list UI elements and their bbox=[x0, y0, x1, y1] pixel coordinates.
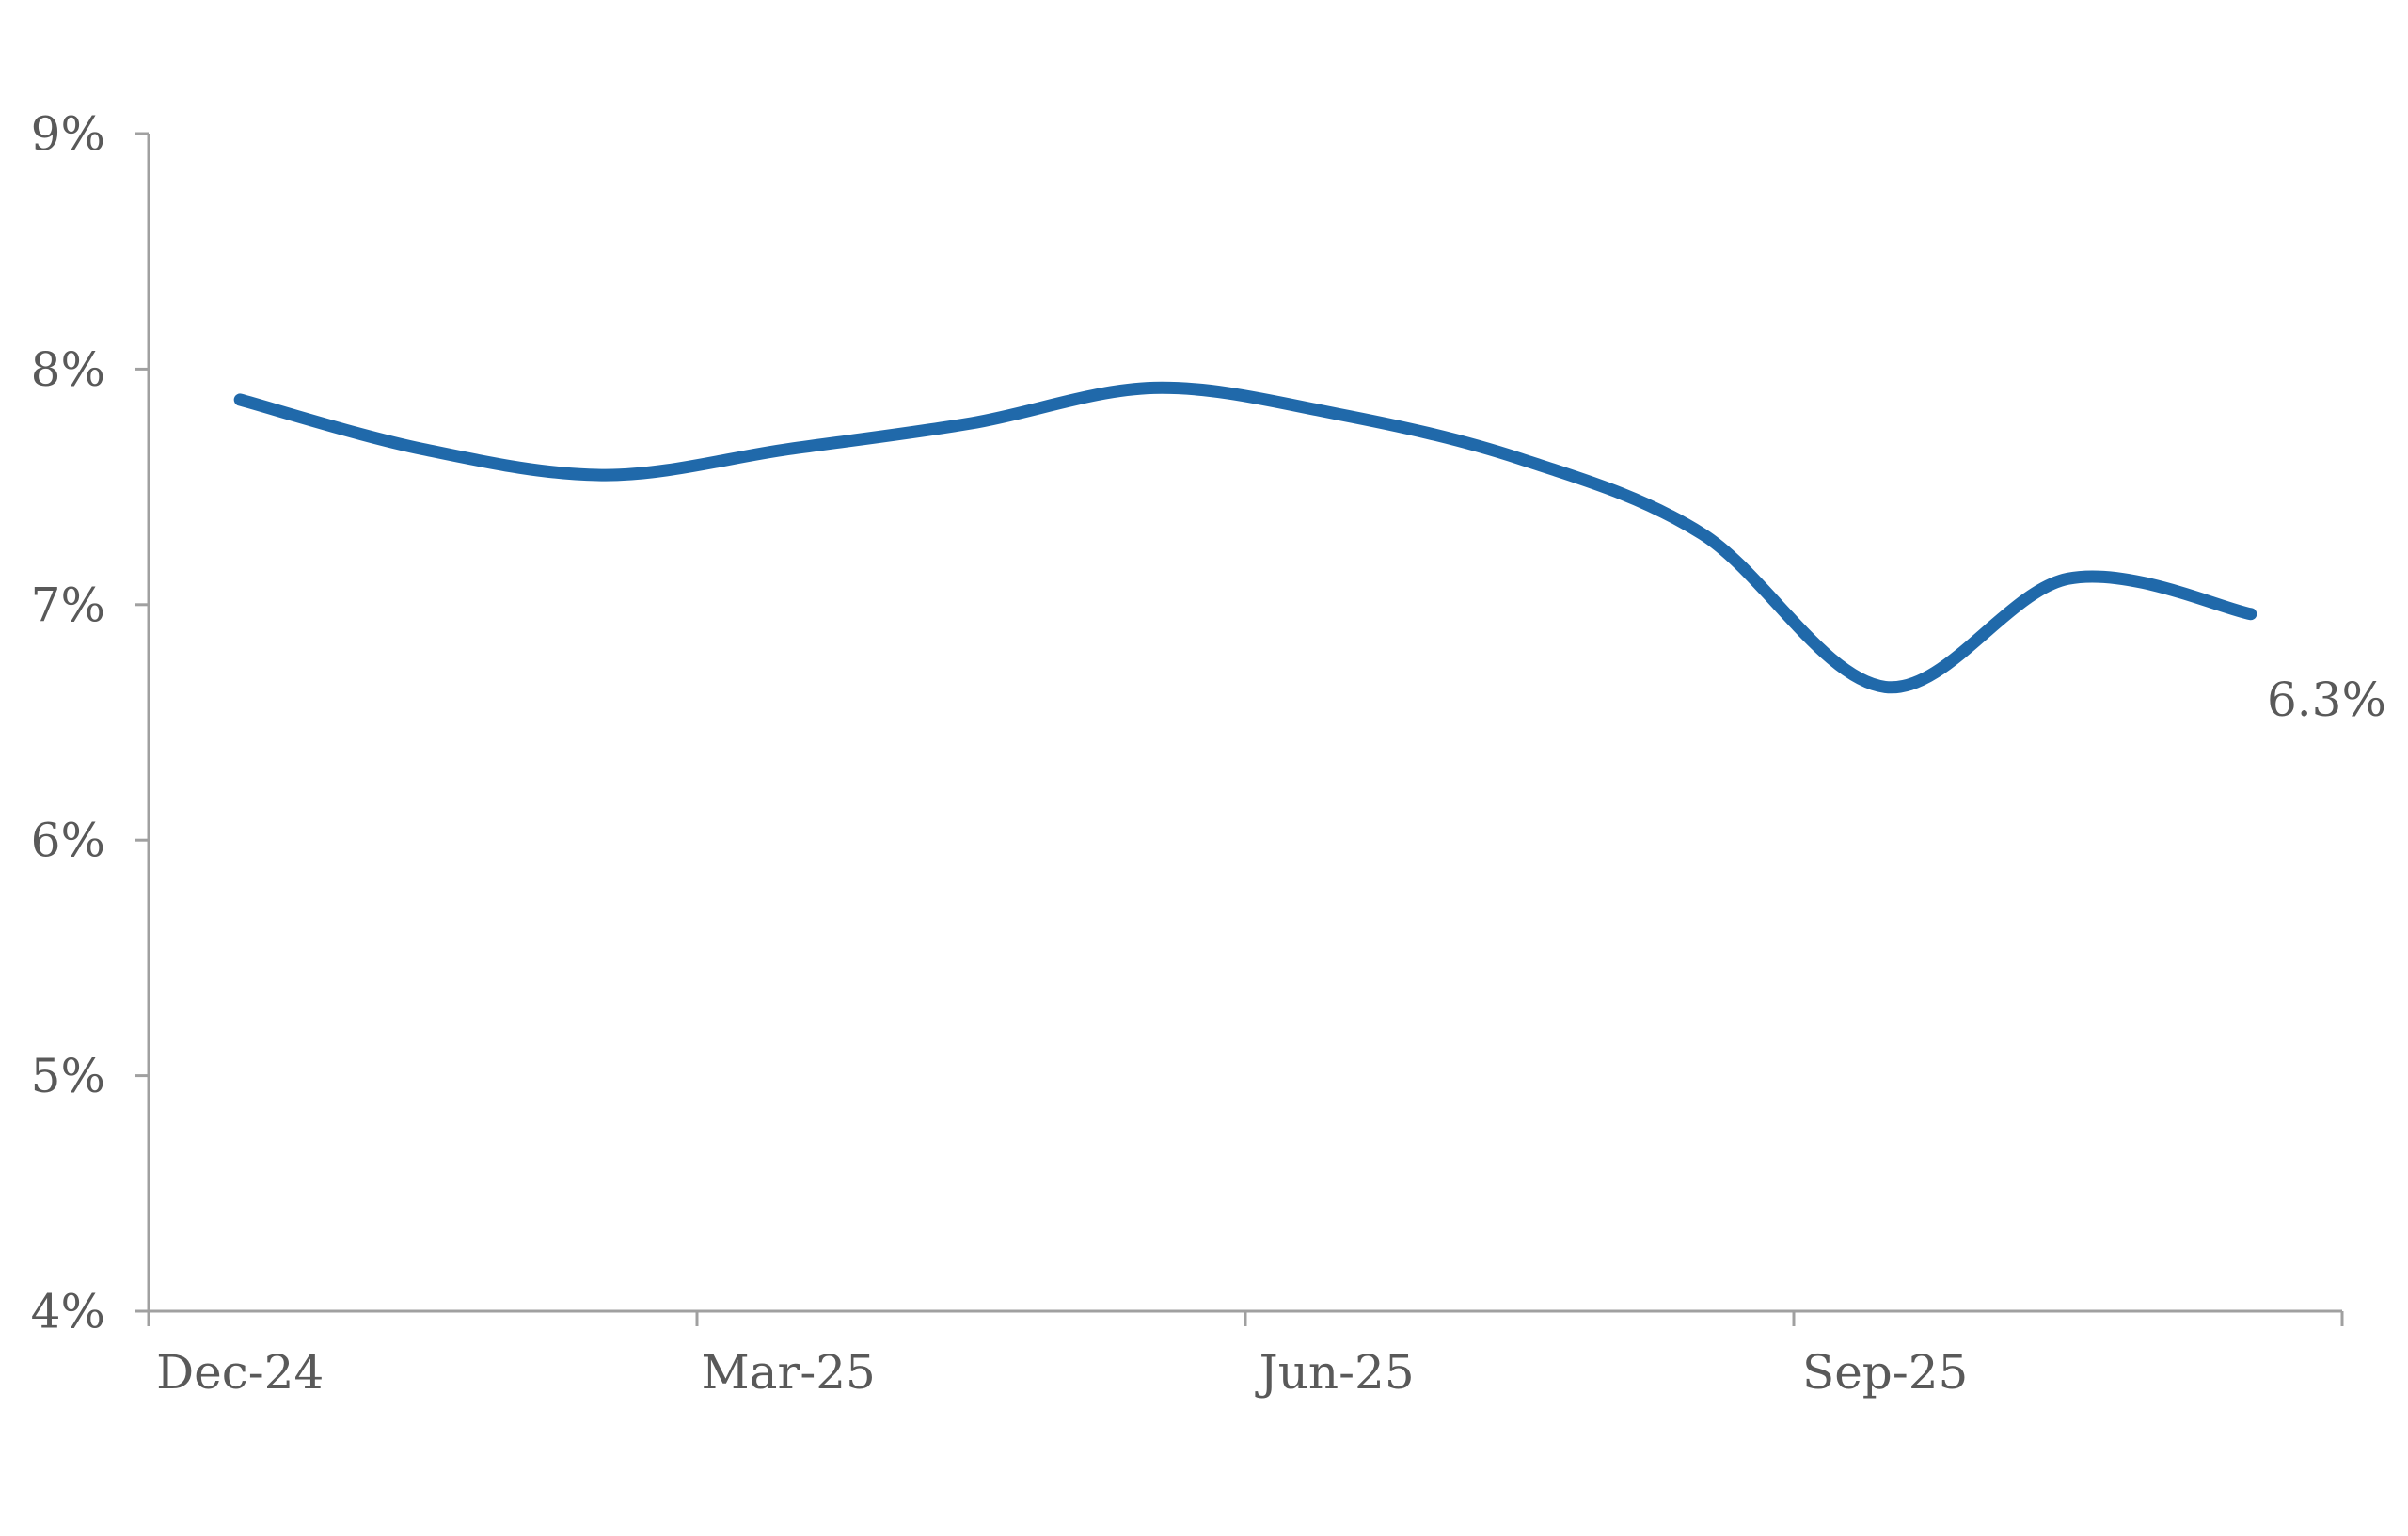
x-tick-label: Mar-25 bbox=[701, 1345, 875, 1400]
x-axis-ticks bbox=[695, 1311, 2344, 1326]
y-axis-labels: 9% 8% 7% 6% 5% 4% bbox=[31, 107, 105, 1339]
y-tick-label: 9% bbox=[31, 107, 105, 162]
y-tick-label: 8% bbox=[31, 342, 105, 397]
y-tick-label: 4% bbox=[31, 1285, 105, 1339]
x-tick-label: Dec-24 bbox=[156, 1345, 324, 1400]
x-tick-label: Sep-25 bbox=[1802, 1345, 1968, 1400]
x-axis-labels: Dec-24 Mar-25 Jun-25 Sep-25 bbox=[156, 1345, 1968, 1400]
latest-value-annotation: 6.3% bbox=[2267, 673, 2386, 727]
y-tick-label: 5% bbox=[31, 1049, 105, 1103]
series-line bbox=[233, 381, 2258, 694]
x-tick-label: Jun-25 bbox=[1255, 1345, 1415, 1400]
y-axis-ticks bbox=[135, 132, 149, 1313]
y-tick-label: 6% bbox=[31, 814, 105, 868]
y-tick-label: 7% bbox=[31, 578, 105, 632]
